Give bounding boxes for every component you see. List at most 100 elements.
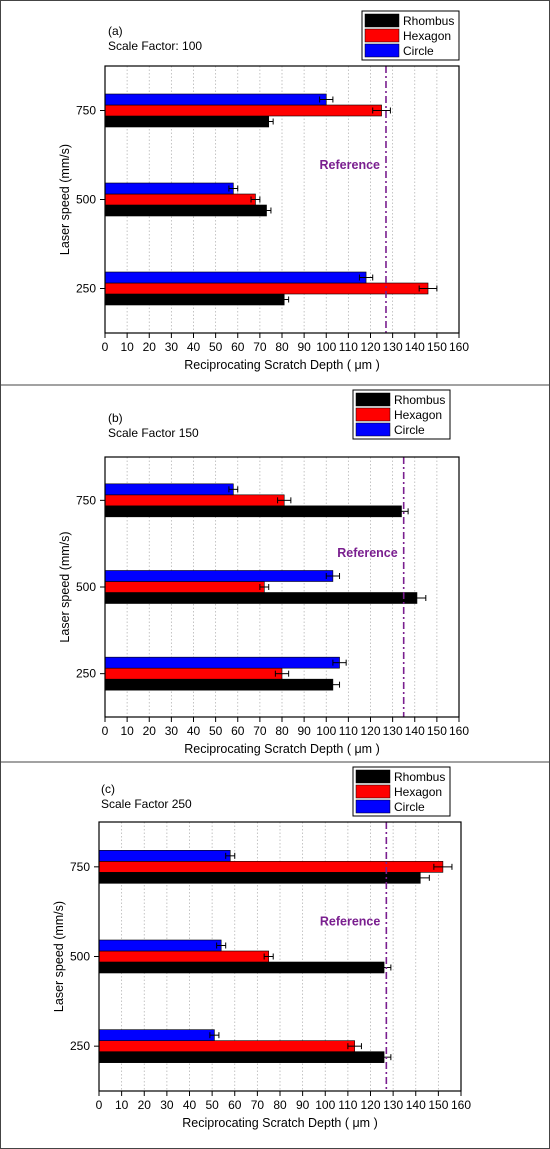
panel-subtitle: Scale Factor 250 [101,797,192,811]
x-tick-label: 30 [160,1098,174,1112]
legend-label-circle: Circle [394,800,425,814]
bar-hexagon-250 [104,667,283,680]
bar-circle-750 [98,850,231,862]
legend-swatch-rhombus [355,392,391,407]
legend-label-hexagon: Hexagon [394,408,442,422]
x-tick-label: 110 [339,724,358,738]
bar-rhombus-500 [104,204,267,217]
x-tick-label: 40 [187,340,201,354]
x-tick-label: 10 [115,1098,129,1112]
legend-label-circle: Circle [403,44,434,58]
bar-circle-500 [104,182,234,195]
bar-circle-750 [104,93,327,106]
bar-rhombus-250 [104,678,334,691]
bar-rhombus-500 [104,592,418,604]
x-tick-label: 160 [449,724,469,738]
x-tick-label: 100 [316,724,336,738]
chart-panel-3: 250 500 750 Reference 0 10 20 30 40 50 60 70 80 90 100… [0,761,550,1130]
x-tick-label: 50 [209,340,223,354]
legend-swatch-rhombus [355,769,391,784]
x-tick-label: 90 [296,1098,310,1112]
x-axis-title: Reciprocating Scratch Depth ( μm ) [184,358,379,372]
x-tick-label: 10 [120,724,134,738]
y-axis-title: Laser speed (mm/s) [58,531,72,642]
bar-circle-250 [98,1029,215,1041]
legend-label-hexagon: Hexagon [394,785,442,799]
x-tick-label: 130 [383,340,403,354]
x-tick-label: 30 [165,724,179,738]
bar-hexagon-500 [104,193,256,206]
x-tick-label: 40 [187,724,201,738]
x-tick-label: 140 [405,340,425,354]
x-tick-label: 120 [360,340,380,354]
x-tick-label: 100 [315,1098,335,1112]
x-tick-label: 80 [275,340,289,354]
bar-hexagon-750 [104,104,382,117]
legend-swatch-circle [355,422,391,437]
x-tick-label: 140 [405,724,425,738]
legend-label-circle: Circle [394,423,425,437]
bar-circle-500 [104,570,334,582]
x-tick-label: 20 [143,340,157,354]
reference-label: Reference [320,915,380,929]
y-tick-label: 250 [76,667,96,681]
y-axis-title: Laser speed (mm/s) [58,144,72,255]
x-tick-label: 110 [338,1098,357,1112]
x-tick-label: 100 [316,340,336,354]
bar-circle-250 [104,271,367,284]
x-tick-label: 140 [406,1098,426,1112]
x-tick-label: 160 [449,340,469,354]
legend-swatch-circle [364,43,400,58]
x-tick-label: 0 [102,340,109,354]
y-tick-label: 250 [70,1039,90,1053]
x-tick-label: 80 [273,1098,287,1112]
x-tick-label: 70 [253,724,267,738]
y-axis-title: Laser speed (mm/s) [52,901,66,1012]
x-tick-label: 0 [96,1098,103,1112]
x-axis-title: Reciprocating Scratch Depth ( μm ) [182,1116,377,1130]
x-axis-title: Reciprocating Scratch Depth ( μm ) [184,742,379,756]
y-tick-label: 750 [76,493,96,507]
legend-swatch-hexagon [355,784,391,799]
reference-label: Reference [337,546,397,560]
bar-rhombus-250 [98,1051,385,1063]
x-tick-label: 110 [339,340,358,354]
x-tick-label: 150 [427,724,447,738]
legend-swatch-hexagon [355,407,391,422]
panel-label: (c) [101,782,115,796]
bar-hexagon-500 [98,950,269,963]
legend-label-rhombus: Rhombus [403,14,454,28]
x-tick-label: 120 [360,724,380,738]
bar-circle-250 [104,656,340,669]
chart-panel-1: 250 500 750 Reference 0 10 20 30 40 50 60 70 80 90 100… [58,10,469,372]
x-tick-label: 60 [231,340,245,354]
legend-swatch-circle [355,799,391,814]
bar-rhombus-250 [104,293,285,306]
x-tick-label: 10 [120,340,134,354]
x-tick-label: 60 [228,1098,242,1112]
bar-rhombus-750 [104,505,402,518]
legend-label-hexagon: Hexagon [403,29,451,43]
x-tick-label: 130 [383,1098,403,1112]
legend-label-rhombus: Rhombus [394,393,445,407]
y-tick-label: 500 [70,950,90,964]
x-tick-label: 70 [251,1098,265,1112]
x-tick-label: 0 [102,724,109,738]
legend-swatch-hexagon [364,28,400,43]
reference-label: Reference [320,158,380,172]
x-tick-label: 90 [297,340,311,354]
legend-label-rhombus: Rhombus [394,770,445,784]
x-tick-label: 50 [205,1098,219,1112]
chart-panel-2: 250 500 750 Reference 0 10 20 30 40 50 60 70 80 90 100… [0,384,550,756]
x-tick-label: 120 [360,1098,380,1112]
panel-subtitle: Scale Factor: 100 [108,39,202,53]
bar-hexagon-750 [98,861,444,873]
x-tick-label: 130 [383,724,403,738]
x-tick-label: 60 [231,724,245,738]
x-tick-label: 40 [183,1098,197,1112]
x-tick-label: 160 [451,1098,471,1112]
bar-hexagon-750 [104,494,285,507]
panel-label: (a) [108,24,123,38]
